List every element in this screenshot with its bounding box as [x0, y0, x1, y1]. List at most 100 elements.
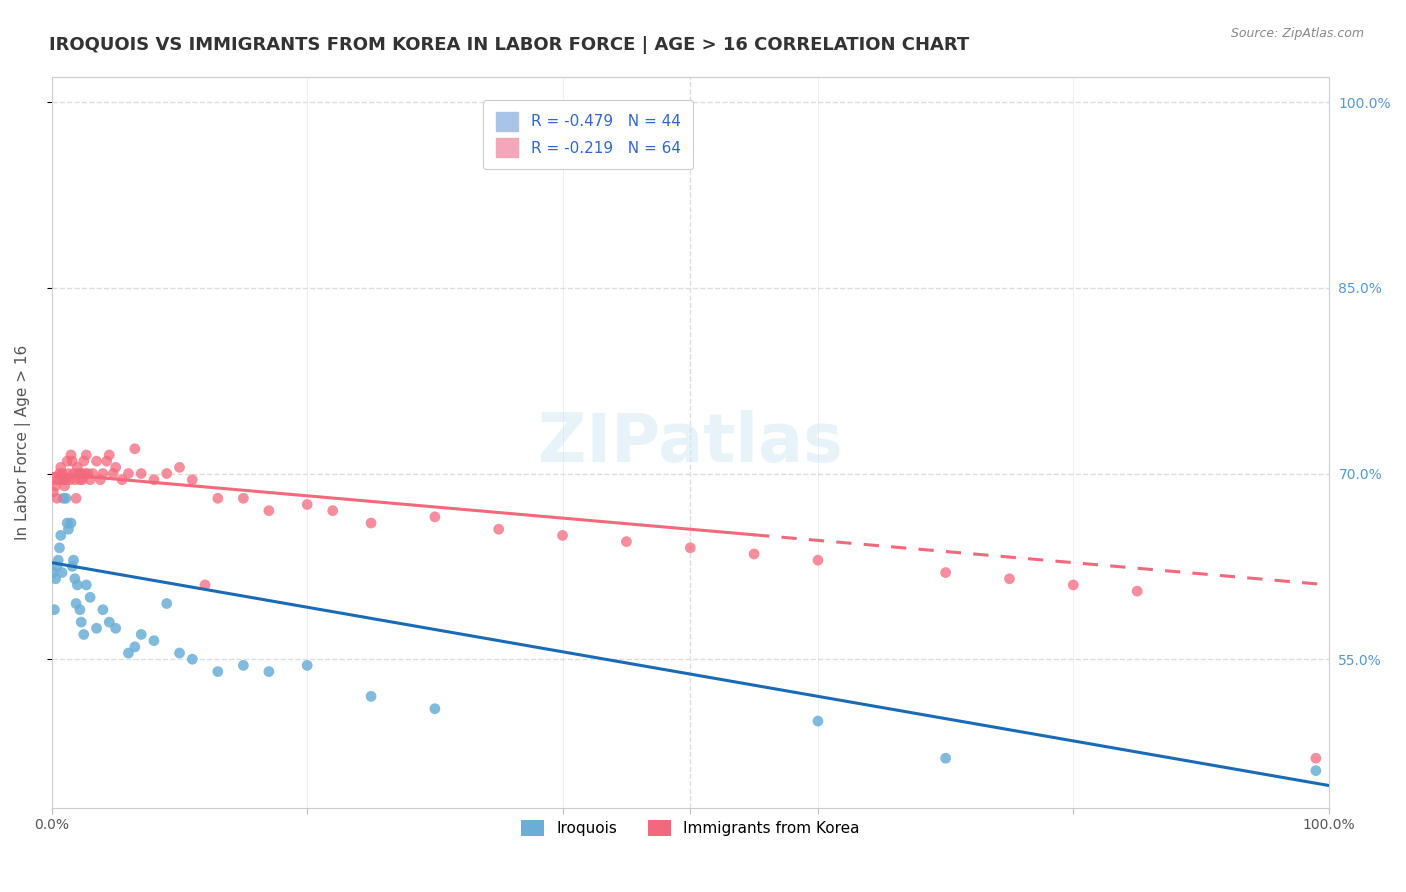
Point — [257, 665, 280, 679]
Point — [807, 714, 830, 728]
Point — [111, 473, 134, 487]
Point — [322, 504, 344, 518]
Text: Source: ZipAtlas.com: Source: ZipAtlas.com — [1230, 27, 1364, 40]
Point — [62, 553, 84, 567]
Point — [45, 479, 67, 493]
Point — [91, 467, 114, 481]
Point — [998, 572, 1021, 586]
Point — [75, 578, 97, 592]
Point — [42, 485, 65, 500]
Point — [101, 467, 124, 481]
Point — [69, 473, 91, 487]
Point — [96, 454, 118, 468]
Point — [73, 454, 96, 468]
Point — [86, 454, 108, 468]
Point — [91, 603, 114, 617]
Point — [124, 640, 146, 654]
Point — [53, 479, 76, 493]
Point — [48, 541, 70, 555]
Point — [935, 751, 957, 765]
Point — [62, 467, 84, 481]
Point — [98, 615, 121, 629]
Point — [67, 467, 90, 481]
Point — [104, 621, 127, 635]
Point — [207, 665, 229, 679]
Point — [55, 473, 77, 487]
Point — [156, 467, 179, 481]
Point — [65, 491, 87, 506]
Point — [232, 658, 254, 673]
Point — [488, 522, 510, 536]
Point — [156, 597, 179, 611]
Point — [55, 491, 77, 506]
Point — [117, 467, 139, 481]
Text: IROQUOIS VS IMMIGRANTS FROM KOREA IN LABOR FORCE | AGE > 16 CORRELATION CHART: IROQUOIS VS IMMIGRANTS FROM KOREA IN LAB… — [49, 36, 970, 54]
Point — [423, 509, 446, 524]
Point — [295, 658, 318, 673]
Point — [65, 597, 87, 611]
Point — [52, 473, 75, 487]
Point — [53, 473, 76, 487]
Point — [82, 467, 104, 481]
Point — [935, 566, 957, 580]
Point — [48, 467, 70, 481]
Y-axis label: In Labor Force | Age > 16: In Labor Force | Age > 16 — [15, 345, 31, 541]
Point — [143, 473, 166, 487]
Text: ZIPatlas: ZIPatlas — [538, 409, 842, 475]
Point — [98, 448, 121, 462]
Point — [56, 516, 79, 530]
Point — [79, 473, 101, 487]
Point — [73, 627, 96, 641]
Point — [63, 473, 86, 487]
Point — [45, 572, 67, 586]
Point — [89, 473, 111, 487]
Point — [66, 460, 89, 475]
Legend: Iroquois, Immigrants from Korea: Iroquois, Immigrants from Korea — [513, 813, 868, 844]
Point — [70, 615, 93, 629]
Point — [59, 473, 82, 487]
Point — [75, 448, 97, 462]
Point — [181, 473, 204, 487]
Point — [45, 491, 67, 506]
Point — [42, 566, 65, 580]
Point — [60, 559, 83, 574]
Point — [360, 690, 382, 704]
Point — [143, 633, 166, 648]
Point — [70, 467, 93, 481]
Point — [72, 473, 94, 487]
Point — [232, 491, 254, 506]
Point — [46, 473, 69, 487]
Point — [1305, 751, 1327, 765]
Point — [169, 646, 191, 660]
Point — [1126, 584, 1149, 599]
Point — [44, 603, 66, 617]
Point — [79, 591, 101, 605]
Point — [104, 460, 127, 475]
Point — [129, 627, 152, 641]
Point — [117, 646, 139, 660]
Point — [551, 528, 574, 542]
Point — [66, 578, 89, 592]
Point — [1062, 578, 1084, 592]
Point — [295, 498, 318, 512]
Point — [58, 522, 80, 536]
Point — [51, 566, 73, 580]
Point — [616, 534, 638, 549]
Point — [360, 516, 382, 530]
Point — [76, 467, 98, 481]
Point — [51, 467, 73, 481]
Point — [58, 467, 80, 481]
Point — [44, 473, 66, 487]
Point — [46, 553, 69, 567]
Point — [86, 621, 108, 635]
Point — [45, 559, 67, 574]
Point — [56, 454, 79, 468]
Point — [679, 541, 702, 555]
Point — [63, 572, 86, 586]
Point — [169, 460, 191, 475]
Point — [69, 603, 91, 617]
Point — [194, 578, 217, 592]
Point — [59, 448, 82, 462]
Point — [742, 547, 765, 561]
Point — [73, 467, 96, 481]
